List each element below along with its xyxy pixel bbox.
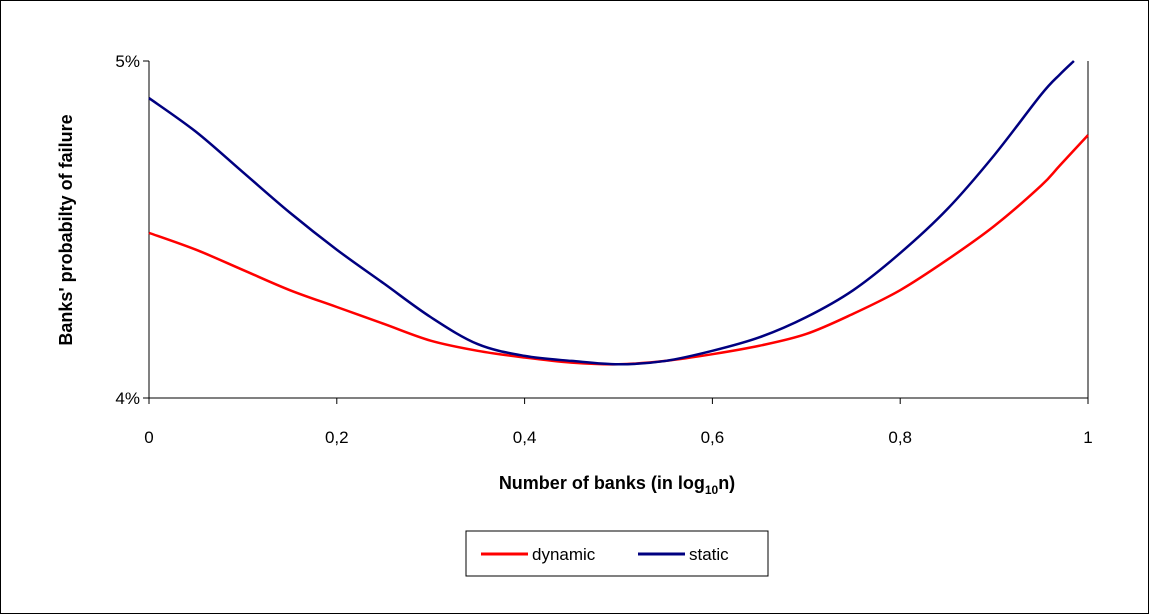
x-ticks: 0 0,2 0,4 0,6 0,8 1 xyxy=(144,398,1093,447)
series-line-static xyxy=(148,60,1075,366)
y-tick-label: 5% xyxy=(115,52,140,71)
x-tick-label: 1 xyxy=(1083,428,1092,447)
x-axis-title-main: Number of banks (in log xyxy=(499,473,705,493)
x-tick-label: 0,2 xyxy=(325,428,349,447)
x-axis-title-subscript: 10 xyxy=(705,483,719,497)
x-axis-title-end: n) xyxy=(718,473,735,493)
series-lines xyxy=(148,60,1089,366)
x-tick-label: 0 xyxy=(144,428,153,447)
y-axis-title: Banks' probabilty of failure xyxy=(56,114,76,345)
legend-label-static: static xyxy=(689,545,729,564)
y-ticks: 4% 5% xyxy=(115,52,149,408)
series-line-dynamic xyxy=(148,134,1089,366)
x-tick-label: 0,6 xyxy=(701,428,725,447)
plot-area: 4% 5% 0 0,2 0,4 0,6 0,8 1 xyxy=(115,52,1092,447)
x-axis-title: Number of banks (in log10n) xyxy=(499,473,735,497)
x-tick-label: 0,4 xyxy=(513,428,537,447)
y-tick-label: 4% xyxy=(115,389,140,408)
legend: dynamic static xyxy=(465,530,769,577)
x-tick-label: 0,8 xyxy=(888,428,912,447)
legend-label-dynamic: dynamic xyxy=(532,545,596,564)
